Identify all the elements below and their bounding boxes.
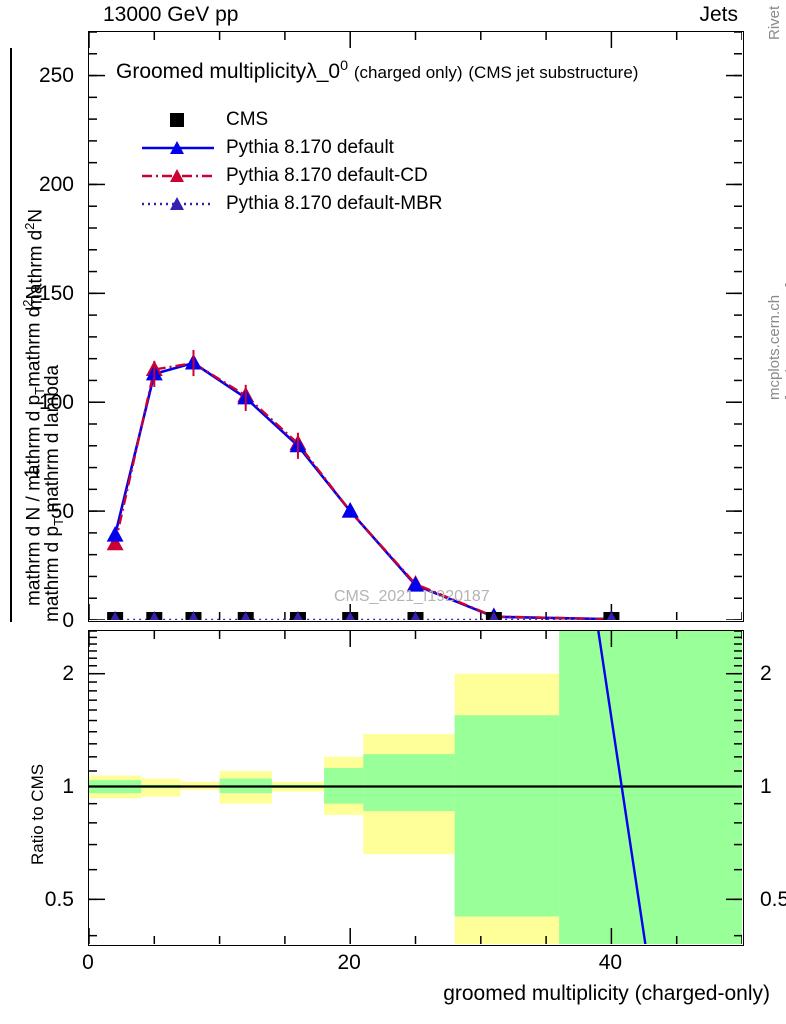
legend-label-1: Pythia 8.170 default: [226, 137, 394, 158]
ratio-model-line: [597, 631, 647, 944]
legend-item-2: Pythia 8.170 default-CD: [140, 162, 443, 190]
legend: CMS Pythia 8.170 default Pythia 8.170 defa…: [140, 106, 443, 218]
ratio-plot-svg: [89, 631, 742, 944]
main-plot-panel: [88, 31, 744, 622]
legend-key-1: [140, 137, 216, 159]
ratio-ytick-right-0.5: 0.5: [760, 887, 786, 911]
main-ylabel: mathrm d N / mathrm d pTmathrm d2N 1 mat…: [0, 0, 84, 622]
header-category: Jets: [699, 3, 738, 26]
legend-key-2: [140, 165, 216, 187]
legend-item-0: CMS: [140, 106, 443, 134]
xtick-40: 40: [598, 951, 623, 974]
legend-item-1: Pythia 8.170 default: [140, 134, 443, 162]
ratio-ylabel: Ratio to CMS: [28, 763, 47, 865]
header-beam-info: 13000 GeV pp: [103, 3, 239, 26]
legend-label-2: Pythia 8.170 default-CD: [226, 165, 428, 186]
main-ytick-150: 150: [38, 281, 74, 305]
ratio-band-green-7: [415, 754, 455, 812]
legend-key-0: [140, 109, 216, 131]
xtick-labels: 0 20 40: [0, 951, 786, 977]
legend-label-0: CMS: [226, 109, 269, 130]
xaxis-label: groomed multiplicity (charged-only): [443, 982, 770, 1005]
legend-label-3: Pythia 8.170 default-MBR: [226, 193, 443, 214]
analysis-watermark: CMS_2021_I1920187: [334, 588, 490, 605]
ratio-band-green-6: [363, 754, 416, 812]
legend-key-3: [140, 193, 216, 215]
ylabel-fraction-rule: [10, 48, 12, 622]
ratio-ytick-right-1: 1: [760, 775, 772, 799]
ratio-ytick-right-2: 2: [760, 662, 772, 686]
main-ytick-100: 100: [38, 390, 74, 414]
legend-item-3: Pythia 8.170 default-MBR: [140, 190, 443, 218]
main-ytick-0: 0: [62, 608, 74, 632]
main-ytick-labels: 0 50 100 150 200 250: [0, 31, 84, 631]
ratio-ytick-labels-left: 0.5 1 2: [0, 630, 84, 946]
main-ytick-200: 200: [38, 172, 74, 196]
ratio-ytick-left-1: 1: [62, 775, 74, 799]
rivet-version-note: Rivet 3.1.10, ≥ 400k events: [766, 0, 786, 40]
ratio-ytick-left-2: 2: [62, 662, 74, 686]
mcplots-reference: mcplots.cern.ch [arXiv:1306.3436]: [766, 282, 786, 400]
ratio-ytick-left-0.5: 0.5: [44, 887, 74, 911]
ratio-plot-panel: [88, 630, 744, 946]
plot-title: Groomed multiplicityλ_00 (charged only) …: [116, 58, 639, 83]
xtick-0: 0: [82, 951, 94, 974]
main-plot-svg: [89, 32, 742, 620]
main-ytick-250: 250: [38, 64, 74, 88]
ratio-ytick-labels-right: 0.5 1 2: [750, 630, 786, 946]
main-ytick-50: 50: [50, 499, 74, 523]
ratio-band-green-8: [454, 715, 560, 917]
xtick-20: 20: [337, 951, 361, 974]
